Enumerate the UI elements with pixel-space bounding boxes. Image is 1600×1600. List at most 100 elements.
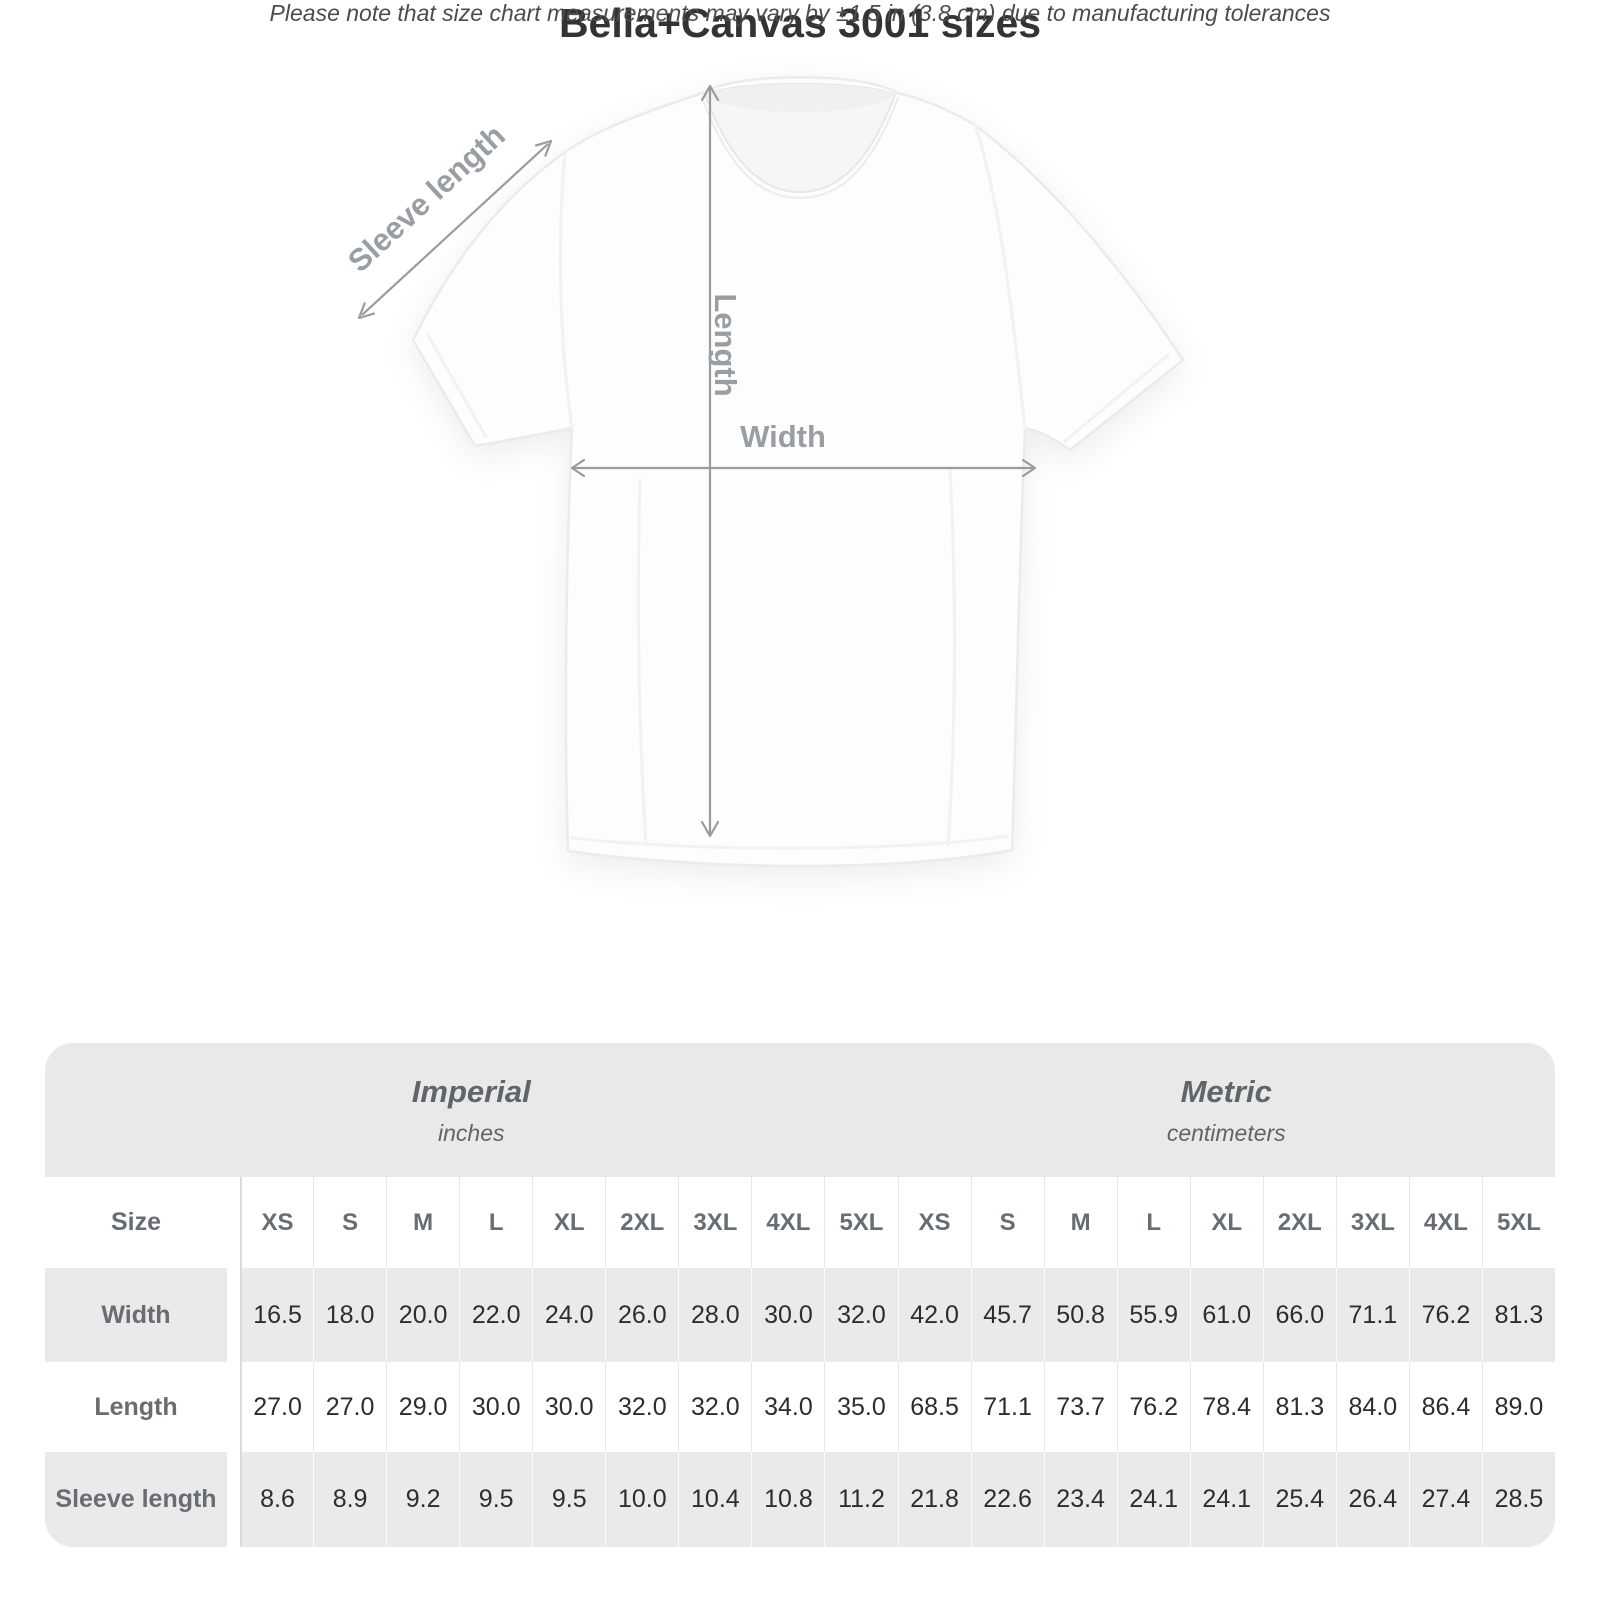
- value-cell: 18.0: [313, 1268, 386, 1362]
- row-label: Length: [94, 1392, 178, 1421]
- value-cell: 34.0: [751, 1362, 824, 1452]
- page-title: Bella+Canvas 3001 sizes: [558, 0, 1042, 46]
- size-header-label: Size: [110, 1208, 162, 1236]
- width-arrow-head-left: [570, 458, 586, 478]
- size-col-header: XS: [240, 1177, 313, 1268]
- size-col-header: 2XL: [605, 1177, 678, 1268]
- value-cell: 27.4: [1408, 1452, 1482, 1547]
- value-cell: 42.0: [897, 1268, 971, 1362]
- row-values: 8.6 8.9 9.2 9.5 9.5 10.0 10.4 10.8 11.2 …: [240, 1452, 1555, 1547]
- value-cell: 24.0: [532, 1268, 605, 1362]
- value-cell: 25.4: [1262, 1452, 1336, 1547]
- value-cell: 89.0: [1481, 1362, 1555, 1452]
- width-label: Width: [740, 419, 826, 454]
- value-cell: 50.8: [1043, 1268, 1117, 1362]
- size-col-header: 5XL: [1481, 1177, 1555, 1268]
- value-cell: 32.0: [824, 1268, 897, 1362]
- value-cell: 30.0: [459, 1362, 532, 1452]
- size-col-header: 2XL: [1262, 1177, 1336, 1268]
- value-cell: 81.3: [1481, 1268, 1555, 1362]
- unit-group-imperial: Imperial inches: [45, 1043, 898, 1177]
- unit-header-row: Imperial inches Metric centimeters: [45, 1043, 1555, 1177]
- value-cell: 10.4: [678, 1452, 751, 1547]
- value-cell: 66.0: [1262, 1268, 1336, 1362]
- tshirt-hem-stitch: [570, 834, 1010, 850]
- value-cell: 8.9: [313, 1452, 386, 1547]
- value-cell: 20.0: [386, 1268, 459, 1362]
- size-header-row: Size XS S M L XL 2XL 3XL 4XL 5XL XS S M …: [45, 1177, 1555, 1268]
- size-col-header: XS: [897, 1177, 971, 1268]
- table-row-length: Length 27.0 27.0 29.0 30.0 30.0 32.0 32.…: [45, 1362, 1555, 1452]
- value-cell: 24.1: [1189, 1452, 1263, 1547]
- value-cell: 84.0: [1335, 1362, 1409, 1452]
- length-label: Length: [708, 293, 743, 396]
- unit-group-metric: Metric centimeters: [898, 1043, 1556, 1177]
- tshirt-collar-seam: [701, 97, 899, 200]
- value-cell: 55.9: [1116, 1268, 1190, 1362]
- value-cell: 23.4: [1043, 1452, 1117, 1547]
- table-row-width: Width 16.5 18.0 20.0 22.0 24.0 26.0 28.0…: [45, 1268, 1555, 1362]
- tshirt-fold-left: [636, 478, 648, 847]
- size-col-header: 5XL: [824, 1177, 897, 1268]
- value-cell: 32.0: [678, 1362, 751, 1452]
- value-cell: 26.0: [605, 1268, 678, 1362]
- size-col-header: S: [313, 1177, 386, 1268]
- value-cell: 29.0: [386, 1362, 459, 1452]
- value-cell: 10.0: [605, 1452, 678, 1547]
- sleeve-length-arrow: [361, 143, 549, 316]
- value-cell: 76.2: [1408, 1268, 1482, 1362]
- tshirt-collar-back: [705, 83, 895, 113]
- value-cell: 45.7: [970, 1268, 1044, 1362]
- row-label: Width: [45, 1268, 227, 1362]
- length-arrow-head-bottom: [700, 820, 720, 838]
- size-col-header: M: [1043, 1177, 1117, 1268]
- sleeve-length-arrow-head-top: [534, 139, 553, 157]
- size-col-header: M: [386, 1177, 459, 1268]
- width-arrow-head-right: [1021, 458, 1037, 478]
- tshirt-right-armhole-seam: [973, 123, 1027, 430]
- value-cell: 27.0: [240, 1362, 313, 1452]
- value-cell: 35.0: [824, 1362, 897, 1452]
- value-cell: 71.1: [1335, 1268, 1409, 1362]
- length-arrow-head-top: [700, 84, 720, 102]
- value-cell: 16.5: [240, 1268, 313, 1362]
- value-cell: 21.8: [897, 1452, 971, 1547]
- value-cell: 9.5: [459, 1452, 532, 1547]
- sleeve-length-arrow-head-bottom: [357, 302, 376, 320]
- value-cell: 28.0: [678, 1268, 751, 1362]
- size-col-header: XL: [532, 1177, 605, 1268]
- tshirt-right-cuff-stitch: [1063, 353, 1170, 443]
- tshirt-outline: [411, 76, 1185, 868]
- tshirt-measurement-diagram: Length Width Sleeve length: [341, 76, 1185, 868]
- table-row-sleeve-length: Sleeve length 8.6 8.9 9.2 9.5 9.5 10.0 1…: [45, 1452, 1555, 1547]
- value-cell: 68.5: [897, 1362, 971, 1452]
- unit-group-name: Imperial: [411, 1073, 531, 1109]
- size-col-header: 4XL: [1408, 1177, 1482, 1268]
- value-cell: 9.5: [532, 1452, 605, 1547]
- size-col-header: L: [459, 1177, 532, 1268]
- size-col-header: 3XL: [678, 1177, 751, 1268]
- unit-group-name: Metric: [1180, 1073, 1272, 1109]
- value-cell: 24.1: [1116, 1452, 1190, 1547]
- size-table: Imperial inches Metric centimeters Size …: [45, 1043, 1555, 1547]
- size-col-header: 3XL: [1335, 1177, 1409, 1268]
- size-col-header: XL: [1189, 1177, 1263, 1268]
- value-cell: 86.4: [1408, 1362, 1482, 1452]
- value-cell: 11.2: [824, 1452, 897, 1547]
- value-cell: 22.0: [459, 1268, 532, 1362]
- value-cell: 61.0: [1189, 1268, 1263, 1362]
- row-values: 27.0 27.0 29.0 30.0 30.0 32.0 32.0 34.0 …: [240, 1362, 1555, 1452]
- size-col-header: S: [970, 1177, 1044, 1268]
- unit-group-unit: centimeters: [1166, 1119, 1286, 1146]
- tshirt-left-armhole-seam: [558, 150, 574, 430]
- value-cell: 30.0: [532, 1362, 605, 1452]
- value-cell: 22.6: [970, 1452, 1044, 1547]
- unit-group-unit: inches: [438, 1119, 505, 1146]
- value-cell: 32.0: [605, 1362, 678, 1452]
- size-col-header: L: [1116, 1177, 1190, 1268]
- value-cell: 28.5: [1481, 1452, 1555, 1547]
- value-cell: 78.4: [1189, 1362, 1263, 1452]
- value-cell: 71.1: [970, 1362, 1044, 1452]
- value-cell: 81.3: [1262, 1362, 1336, 1452]
- value-cell: 27.0: [313, 1362, 386, 1452]
